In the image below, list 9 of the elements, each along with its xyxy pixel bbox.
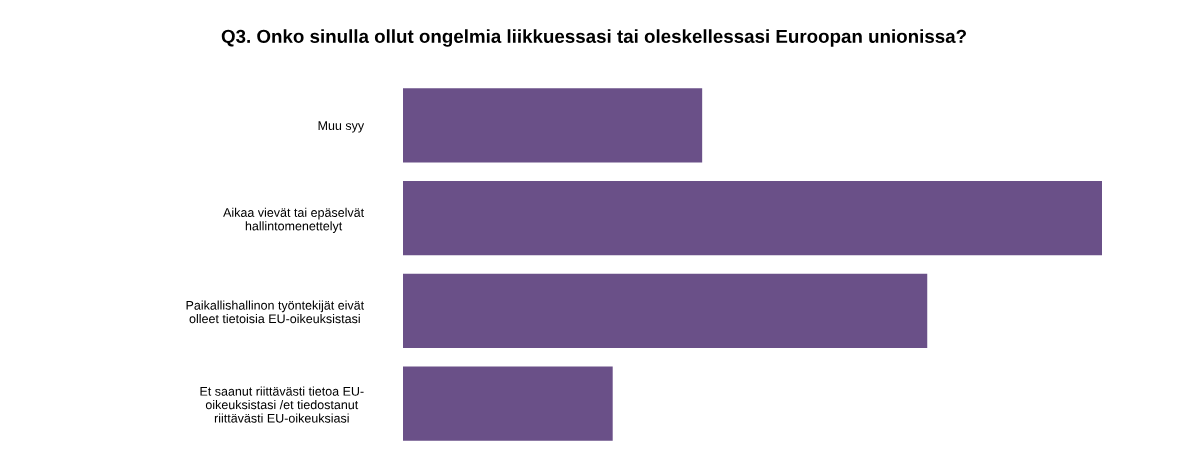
y-tick-label: Paikallishallinon työntekijät eivät olleet tietoisia EU-oikeuksistasi <box>186 300 365 324</box>
y-tick-label: Aikaa vievät tai epäselvät hallintomenettelyt <box>223 207 365 233</box>
y-tick-label: Et saanut riittävästi tietoa EU- oikeuksistasi /et tiedostanut riittävästi EU-oikeuksiasi <box>200 386 364 423</box>
bar <box>403 181 1102 256</box>
chart-title: Q3. Onko sinulla ollut ongelmia liikkuessasi tai oleskellessasi Euroopan unionissa? <box>221 29 966 47</box>
bar <box>403 273 928 348</box>
y-tick-label: Muu syy <box>318 121 365 133</box>
bar <box>403 366 613 441</box>
bar <box>403 88 703 163</box>
